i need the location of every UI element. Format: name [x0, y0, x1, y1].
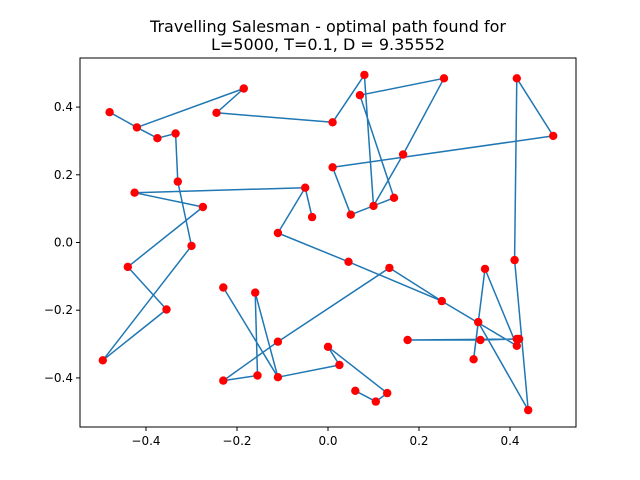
city-point — [398, 150, 408, 159]
y-tick-label: 0.2 — [54, 168, 73, 182]
city-point — [437, 296, 446, 306]
axes: −0.4 −0.2 0.0 0.2 0.4 −0.4 −0.2 0.0 0.2 0.4 — [44, 57, 577, 448]
city-point — [439, 74, 449, 83]
city-point — [132, 123, 142, 132]
city-point — [187, 241, 196, 251]
city-point — [253, 371, 262, 380]
city-point — [153, 134, 162, 143]
city-point — [171, 129, 180, 138]
city-point — [301, 183, 310, 192]
chart-title-line-2: L=5000, T=0.1, D = 9.35552 — [211, 35, 445, 54]
city-point — [369, 201, 378, 211]
y-tick-label: −0.2 — [44, 303, 73, 317]
city-point — [355, 91, 365, 100]
chart-title-line-1: Travelling Salesman - optimal path found… — [149, 17, 506, 36]
city-point — [385, 263, 394, 273]
city-point — [212, 108, 221, 118]
city-point — [480, 264, 490, 274]
city-point — [476, 335, 485, 345]
tour-path-line-segment-2 — [222, 267, 443, 382]
city-point — [512, 341, 521, 350]
city-point — [173, 177, 182, 186]
city-point — [474, 317, 483, 327]
city-point — [351, 386, 360, 395]
city-point — [328, 163, 337, 172]
y-tick-label: 0.4 — [54, 100, 73, 114]
city-point — [335, 360, 344, 370]
city-point — [130, 188, 139, 197]
city-point — [344, 257, 353, 266]
city-point — [123, 262, 132, 272]
x-tick-label: −0.4 — [131, 434, 160, 448]
x-tick-label: −0.2 — [222, 434, 251, 448]
city-point — [273, 228, 283, 238]
city-point — [360, 70, 369, 80]
city-point — [403, 335, 412, 345]
y-tick-label: −0.4 — [44, 371, 73, 385]
city-point — [328, 118, 337, 127]
city-point — [510, 255, 519, 265]
city-point — [469, 355, 478, 364]
plot-area — [98, 70, 558, 415]
x-tick-label: 0.0 — [318, 434, 337, 448]
city-point — [346, 210, 355, 219]
city-point — [219, 283, 228, 292]
x-tick-label: 0.2 — [409, 434, 428, 448]
city-point — [219, 376, 228, 385]
city-point — [98, 356, 108, 365]
city-point — [524, 405, 533, 415]
city-point — [239, 84, 248, 93]
city-point — [389, 193, 399, 202]
city-point — [105, 108, 114, 117]
city-point — [273, 373, 283, 382]
city-point — [371, 397, 380, 406]
city-point — [512, 334, 521, 344]
city-point — [549, 131, 558, 141]
city-point — [307, 212, 317, 222]
city-point — [273, 337, 283, 346]
city-point — [198, 202, 208, 212]
city-point — [162, 305, 171, 314]
city-point — [251, 288, 260, 297]
city-point — [383, 388, 392, 398]
x-tick-label: 0.4 — [500, 434, 519, 448]
city-point — [512, 74, 521, 83]
city-point — [323, 342, 333, 351]
y-tick-label: 0.0 — [54, 236, 73, 250]
